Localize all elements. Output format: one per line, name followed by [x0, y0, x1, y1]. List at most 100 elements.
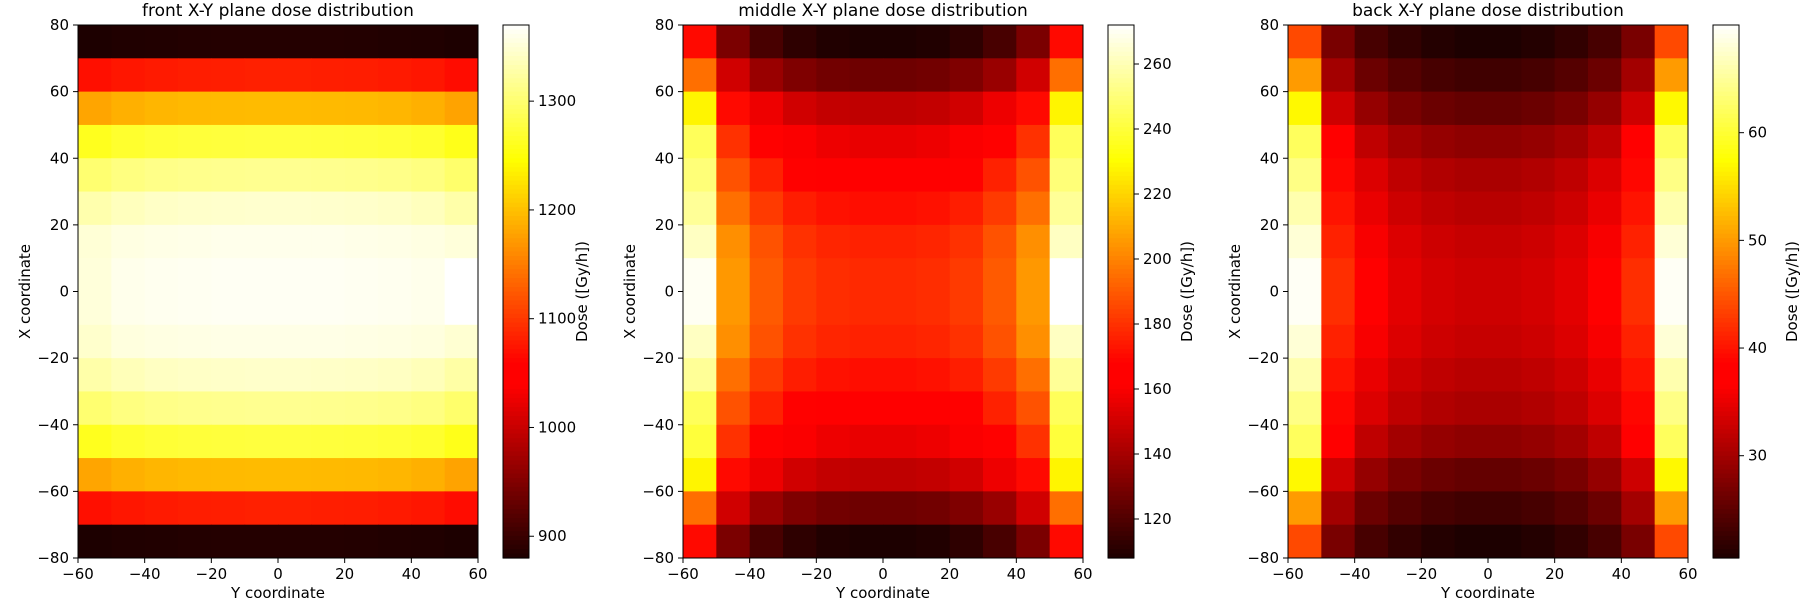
heatmap-cell — [144, 25, 179, 59]
heatmap-cell — [1016, 258, 1051, 292]
colorbar-segment — [503, 202, 529, 208]
y-tick-label: −60 — [37, 482, 69, 500]
colorbar-segment — [503, 371, 529, 377]
x-tick-label: −20 — [801, 565, 833, 583]
heatmap-cell — [683, 58, 717, 93]
heatmap-cell — [1016, 158, 1051, 193]
colorbar-segment — [1108, 344, 1134, 350]
heatmap-cell — [244, 91, 279, 126]
heatmap-cell — [1354, 191, 1389, 226]
x-tick-label: −20 — [1406, 565, 1438, 583]
colorbar-segment — [1108, 149, 1134, 155]
heatmap-cell — [411, 424, 446, 459]
colorbar-segment — [503, 247, 529, 253]
colorbar-segment — [503, 522, 529, 528]
y-tick-label: 0 — [664, 283, 674, 301]
heatmap-cell — [1421, 391, 1456, 426]
colorbar-label: Dose ([Gy/h]) — [1178, 241, 1196, 342]
heatmap-cell — [144, 524, 179, 559]
heatmap-cell — [1288, 358, 1322, 392]
colorbar-segment — [503, 327, 529, 333]
colorbar-segment — [1108, 238, 1134, 244]
heatmap-cell — [444, 191, 479, 226]
colorbar-segment — [1108, 25, 1134, 31]
colorbar-segment — [503, 544, 529, 550]
heatmap-cell — [1388, 191, 1422, 226]
heatmap-cell — [949, 458, 984, 492]
colorbar-segment — [1108, 522, 1134, 528]
heatmap-cell — [278, 391, 312, 426]
heatmap-cell — [983, 324, 1017, 359]
heatmap-cell — [1321, 158, 1356, 193]
heatmap-cell — [1521, 358, 1556, 392]
colorbar-segment — [503, 180, 529, 186]
heatmap-cell — [1288, 58, 1322, 93]
colorbar-segment — [503, 429, 529, 435]
heatmap-cell — [983, 91, 1017, 126]
heatmap-cell — [949, 191, 984, 226]
heatmap-cell — [78, 91, 112, 126]
colorbar-tick-label: 40 — [1748, 339, 1767, 357]
heatmap-cell — [311, 524, 346, 559]
colorbar-tick-label: 260 — [1143, 55, 1172, 73]
heatmap-cell — [783, 391, 817, 426]
y-tick-label: 60 — [50, 83, 69, 101]
colorbar-segment — [1108, 358, 1134, 364]
heatmap-cell — [1454, 324, 1489, 359]
heatmap-cell — [244, 291, 279, 326]
heatmap-cell — [1488, 358, 1522, 392]
heatmap-cell — [983, 491, 1017, 526]
x-tick-label: 0 — [273, 565, 283, 583]
colorbar-tick-label: 50 — [1748, 231, 1767, 249]
heatmap-cell — [111, 58, 146, 93]
heatmap-cell — [1421, 91, 1456, 126]
heatmap-cell — [378, 291, 412, 326]
colorbar-segment — [1713, 109, 1739, 115]
heatmap-cell — [211, 458, 246, 492]
heatmap-cell — [1388, 424, 1422, 459]
colorbar-segment — [503, 375, 529, 381]
heatmap-cell — [278, 291, 312, 326]
colorbar-segment — [1713, 162, 1739, 168]
y-axis-label: X coordinate — [621, 244, 639, 339]
heatmap-cell — [916, 158, 951, 193]
heatmap-cell — [1588, 424, 1622, 459]
colorbar-segment — [1108, 144, 1134, 150]
x-tick-label: −60 — [1272, 565, 1304, 583]
heatmap-cell — [883, 158, 917, 193]
x-tick-label: 60 — [1678, 565, 1697, 583]
heatmap-cell — [1354, 158, 1389, 193]
colorbar-segment — [1108, 60, 1134, 66]
colorbar-segment — [1108, 251, 1134, 257]
heatmap-cell — [1388, 124, 1422, 159]
colorbar-segment — [503, 153, 529, 159]
heatmap-cell — [816, 224, 851, 259]
heatmap-cell — [883, 91, 917, 126]
heatmap-cell — [444, 424, 479, 459]
colorbar-segment — [503, 415, 529, 421]
colorbar-segment — [1108, 104, 1134, 110]
heatmap-cell — [1488, 224, 1522, 259]
heatmap-cell — [1554, 458, 1589, 492]
colorbar-tick-label: 1200 — [538, 201, 576, 219]
heatmap-cell — [1288, 224, 1322, 259]
heatmap-cell — [1521, 524, 1556, 559]
heatmap-cell — [949, 324, 984, 359]
heatmap-cell — [78, 358, 112, 392]
colorbar-segment — [1713, 171, 1739, 177]
heatmap-cell — [144, 291, 179, 326]
heatmap-cell — [1321, 491, 1356, 526]
colorbar-segment — [1108, 38, 1134, 44]
x-tick-label: 60 — [1073, 565, 1092, 583]
heatmap-cell — [444, 358, 479, 392]
x-tick-label: 20 — [1545, 565, 1564, 583]
heatmap-cell — [1321, 524, 1356, 559]
heatmap-cell — [1554, 25, 1589, 59]
heatmap-cell — [1488, 291, 1522, 326]
colorbar-segment — [1713, 251, 1739, 257]
heatmap-cell — [1621, 58, 1656, 93]
colorbar-segment — [503, 411, 529, 417]
colorbar-segment — [1713, 482, 1739, 488]
heatmap-cell — [211, 324, 246, 359]
heatmap-cell — [916, 91, 951, 126]
